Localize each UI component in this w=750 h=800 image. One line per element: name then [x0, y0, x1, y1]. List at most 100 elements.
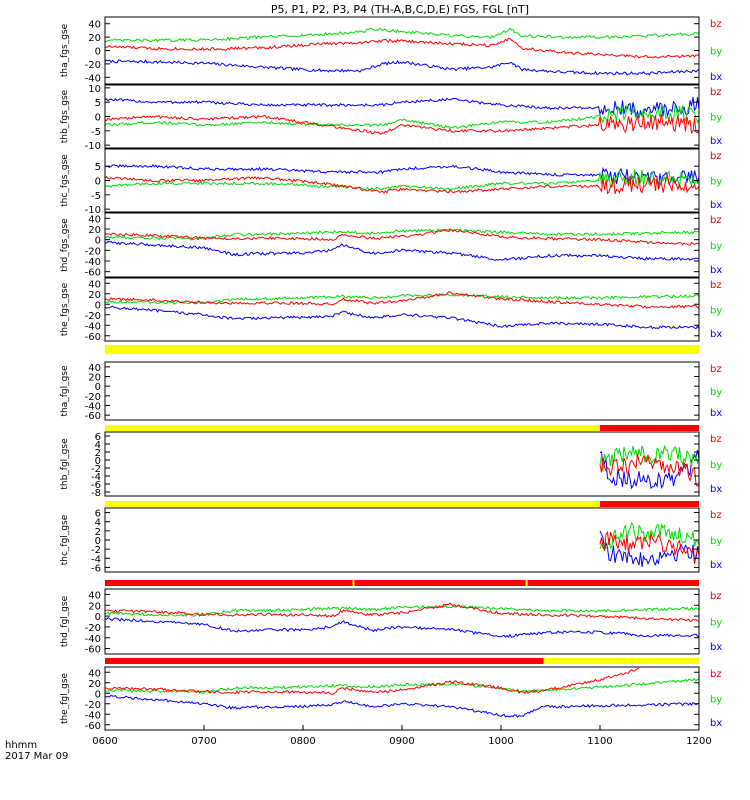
series-line-bz: [105, 228, 699, 246]
series-line-bz: [105, 667, 640, 695]
series-line-by: [105, 169, 699, 191]
y-tick-label: 20: [88, 601, 101, 612]
series-line-by: [599, 444, 699, 472]
flag-segment: [105, 658, 544, 664]
flag-segment: [527, 580, 699, 586]
legend-by: by: [710, 241, 722, 252]
flag-bars-group: [105, 345, 699, 664]
legend-bz: bz: [710, 434, 722, 445]
y-tick-label: -2: [91, 545, 101, 556]
y-tick-label: 2: [95, 527, 101, 538]
y-tick-label: -10: [85, 141, 101, 152]
y-tick-label: -4: [91, 472, 101, 483]
y-axis-label: thc_fgs_gse: [60, 154, 70, 207]
y-axis-label: thd_fgs_gse: [60, 218, 70, 272]
series-line-by: [105, 677, 699, 694]
series-line-bx: [105, 97, 699, 119]
y-tick-label: -40: [85, 634, 101, 645]
y-tick-label: -20: [85, 623, 101, 634]
y-tick-label: -60: [85, 721, 101, 732]
series-line-bx: [105, 694, 699, 718]
legend-bx: bx: [710, 642, 722, 653]
y-tick-label: 0: [95, 47, 101, 58]
x-tick-label: 0600: [92, 736, 117, 747]
legend-bz: bz: [710, 215, 722, 226]
legend-bz: bz: [710, 591, 722, 602]
legend-by: by: [710, 618, 722, 629]
series-line-by: [105, 604, 699, 617]
y-tick-label: 0: [95, 236, 101, 247]
legend-by: by: [710, 387, 722, 398]
y-tick-label: 0: [95, 113, 101, 124]
flag-segment: [352, 580, 355, 586]
flag-bar: [105, 580, 699, 586]
figure-title: P5, P1, P2, P3, P4 (TH-A,B,C,D,E) FGS, F…: [271, 3, 529, 16]
legend-bz: bz: [710, 280, 722, 291]
legend-by: by: [710, 113, 722, 124]
series-line-bz: [105, 37, 699, 59]
legend-bz: bz: [710, 510, 722, 521]
y-tick-label: -8: [91, 488, 101, 499]
y-axis-label: thb_fgl_gse: [60, 438, 70, 490]
y-tick-label: 2: [95, 448, 101, 459]
y-tick-label: -6: [91, 563, 101, 574]
y-tick-label: 20: [88, 225, 101, 236]
series-line-bz: [599, 453, 699, 487]
series-line-by: [105, 293, 699, 305]
series-line-bz: [599, 530, 699, 565]
y-axis-label: the_fgl_gse: [60, 672, 70, 724]
y-tick-label: 0: [95, 382, 101, 393]
series-line-bx: [599, 530, 699, 568]
legend-bx: bx: [710, 560, 722, 571]
series-line-bx: [105, 59, 699, 76]
flag-segment: [354, 580, 526, 586]
series-line-bz: [105, 114, 699, 135]
x-tick-label: 1200: [686, 736, 711, 747]
x-tick-label: 0900: [389, 736, 414, 747]
y-axis-label: thb_fgs_gse: [60, 89, 70, 143]
y-tick-label: -40: [85, 321, 101, 332]
y-axis-label: tha_fgl_gse: [60, 365, 70, 417]
series-line-by: [105, 228, 699, 241]
panel-frame: [104, 16, 700, 85]
legend-bz: bz: [710, 364, 722, 375]
y-tick-label: 20: [88, 679, 101, 690]
panel-thb_fgs_gse: 10 5 0 -5 -10 thb_fgs_gse bz by bx: [60, 84, 722, 152]
y-tick-label: 5: [95, 98, 101, 109]
y-tick-label: 0: [95, 536, 101, 547]
y-tick-label: 0: [95, 689, 101, 700]
y-tick-label: 20: [88, 373, 101, 384]
legend-bz: bz: [710, 151, 722, 162]
legend-by: by: [710, 306, 722, 317]
y-tick-label: -5: [91, 127, 101, 138]
y-tick-label: -40: [85, 402, 101, 413]
legend-bz: bz: [710, 19, 722, 30]
x-tick-label: 1100: [587, 736, 612, 747]
flag-segment: [600, 501, 699, 507]
y-tick-label: 20: [88, 290, 101, 301]
legend-bz: bz: [710, 669, 722, 680]
panel-frame: [104, 212, 700, 278]
flag-bar: [105, 658, 699, 664]
y-tick-label: 40: [88, 279, 101, 290]
panel-frame: [104, 84, 700, 149]
y-tick-label: -20: [85, 60, 101, 71]
y-tick-label: -60: [85, 411, 101, 422]
legend-bx: bx: [710, 200, 722, 211]
y-tick-label: 40: [88, 363, 101, 374]
y-axis-label: the_fgs_gse: [60, 282, 70, 336]
legend-bx: bx: [710, 72, 722, 83]
series-line-bx: [105, 305, 699, 330]
legend-bx: bx: [710, 136, 722, 147]
legend-by: by: [710, 536, 722, 547]
y-tick-label: 40: [88, 668, 101, 679]
series-line-bz: [105, 174, 699, 195]
y-tick-label: -20: [85, 311, 101, 322]
y-tick-label: -20: [85, 700, 101, 711]
